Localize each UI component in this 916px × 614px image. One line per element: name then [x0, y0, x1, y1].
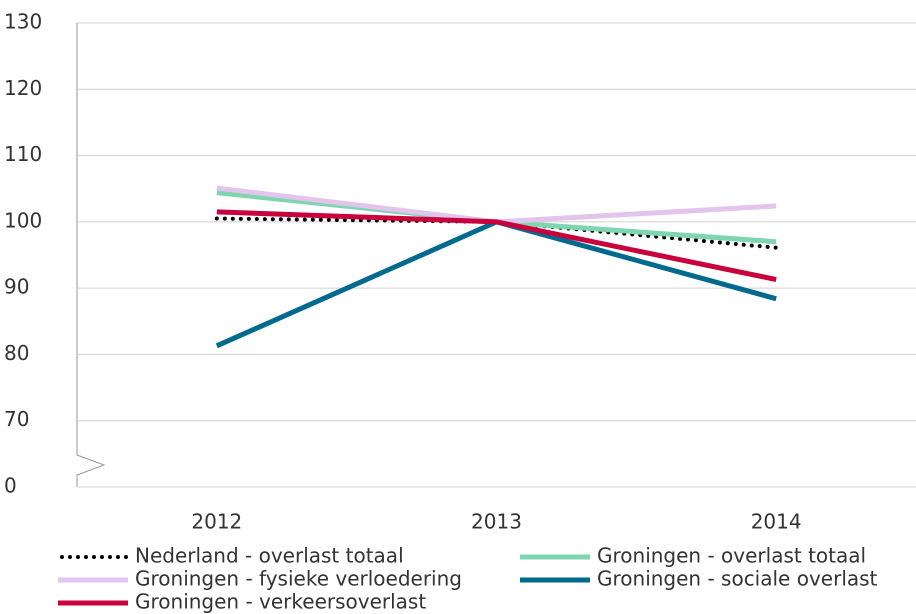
legend-label: Groningen - sociale overlast: [597, 567, 878, 591]
y-axis: [76, 23, 106, 487]
legend-label: Groningen - fysieke verloedering: [135, 567, 462, 591]
x-tick-label: 2014: [751, 510, 802, 534]
y-tick-label: 100: [4, 208, 42, 232]
y-tick-label: 130: [4, 10, 42, 34]
y-tick-label: 120: [4, 76, 42, 100]
y-tick-label: 90: [4, 275, 29, 299]
x-tick-label: 2013: [471, 510, 522, 534]
x-tick-label: 2012: [191, 510, 242, 534]
y-tick-label: 80: [4, 341, 29, 365]
legend-label: Nederland - overlast totaal: [135, 544, 404, 568]
y-tick-label: 70: [4, 407, 29, 431]
y-tick-label: 0: [4, 474, 17, 498]
y-tick-label: 110: [4, 142, 42, 166]
legend-label: Groningen - verkeersoverlast: [135, 590, 426, 614]
series-line: [216, 209, 777, 282]
series-line: [215, 219, 777, 349]
legend-label: Groningen - overlast totaal: [597, 544, 866, 568]
